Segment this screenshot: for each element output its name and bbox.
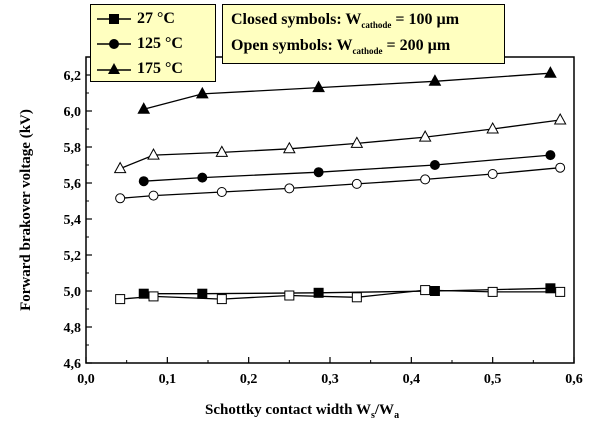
data-point <box>313 287 324 298</box>
legend-symbol-note: Closed symbols: Wcathode = 100 µm Open s… <box>222 4 505 64</box>
x-tick-label: 0,6 <box>565 372 583 387</box>
data-point <box>282 141 296 154</box>
data-point <box>197 172 208 183</box>
data-point <box>138 288 149 299</box>
legend-label-175: 175 °C <box>137 60 183 77</box>
y-tick-label: 5,4 <box>64 213 82 228</box>
legend-item-125: 125 °C <box>91 32 215 56</box>
x-axis-title: Schottky contact width Ws/Wa <box>205 402 399 421</box>
data-point <box>148 291 159 302</box>
series-line <box>120 167 561 199</box>
data-point <box>428 74 442 86</box>
data-point <box>555 286 566 297</box>
data-point <box>312 80 325 93</box>
data-point <box>216 187 227 197</box>
y-tick-label: 6,2 <box>64 69 82 84</box>
x-tick-label: 0,5 <box>484 372 502 387</box>
data-point <box>313 167 324 178</box>
x-tick-label: 0,4 <box>403 372 421 387</box>
y-tick-label: 6,0 <box>64 105 82 120</box>
data-point <box>350 136 364 148</box>
x-tick-label: 0,0 <box>77 372 95 387</box>
data-point <box>137 102 151 114</box>
legend-label-27: 27 °C <box>137 10 175 27</box>
data-point <box>418 130 432 142</box>
data-point <box>420 174 431 185</box>
x-tick-label: 0,2 <box>240 372 258 387</box>
legend-item-175: 175 °C <box>91 57 215 81</box>
legend-label-125: 125 °C <box>137 35 183 52</box>
series-line <box>119 119 561 170</box>
y-tick-label: 5,2 <box>64 249 82 264</box>
data-point <box>215 145 229 157</box>
data-point <box>487 169 498 179</box>
data-point <box>486 121 500 134</box>
data-point <box>284 290 295 301</box>
data-point <box>197 288 208 299</box>
data-point <box>351 292 362 303</box>
open-symbols-note: Open symbols: Wcathode = 200 µm <box>231 37 451 56</box>
x-tick-label: 0,3 <box>321 372 339 387</box>
legend-item-27: 27 °C <box>91 7 215 31</box>
y-tick-label: 5,0 <box>64 285 82 300</box>
triangle-marker-icon <box>97 63 131 74</box>
data-point <box>147 148 160 160</box>
data-point <box>420 285 431 296</box>
y-tick-label: 4,8 <box>64 321 82 336</box>
data-point <box>113 161 127 174</box>
square-marker-icon <box>97 14 131 24</box>
y-tick-label: 5,6 <box>64 177 82 192</box>
data-point <box>351 178 362 189</box>
series-layer <box>113 66 567 305</box>
data-point <box>429 160 440 170</box>
data-point <box>216 294 227 305</box>
y-tick-label: 4,6 <box>64 357 82 372</box>
data-point <box>138 176 149 187</box>
data-point <box>544 66 557 78</box>
data-point <box>284 183 295 194</box>
data-point <box>545 283 556 294</box>
data-point <box>555 162 566 173</box>
data-point <box>487 286 498 297</box>
closed-symbols-note: Closed symbols: Wcathode = 100 µm <box>231 11 460 30</box>
data-point <box>115 193 126 204</box>
plot-frame <box>85 56 575 364</box>
tick-layer: 0,0 0,1 0,2 0,3 0,4 0,5 0,6 4,6 4,8 5,0 5,2 5,4 5,6 5… <box>64 69 583 387</box>
data-point <box>115 294 126 305</box>
data-point <box>148 190 159 201</box>
legend-series: 27 °C 125 °C 175 °C <box>90 4 216 82</box>
data-point <box>195 86 209 99</box>
data-point <box>545 150 556 161</box>
y-axis-title: Forward brakover voltage (kV) <box>18 109 34 311</box>
series-line <box>120 289 561 300</box>
circle-marker-icon <box>97 39 131 49</box>
x-tick-label: 0,1 <box>159 372 177 387</box>
y-tick-label: 5,8 <box>64 141 82 156</box>
data-point <box>553 112 567 125</box>
